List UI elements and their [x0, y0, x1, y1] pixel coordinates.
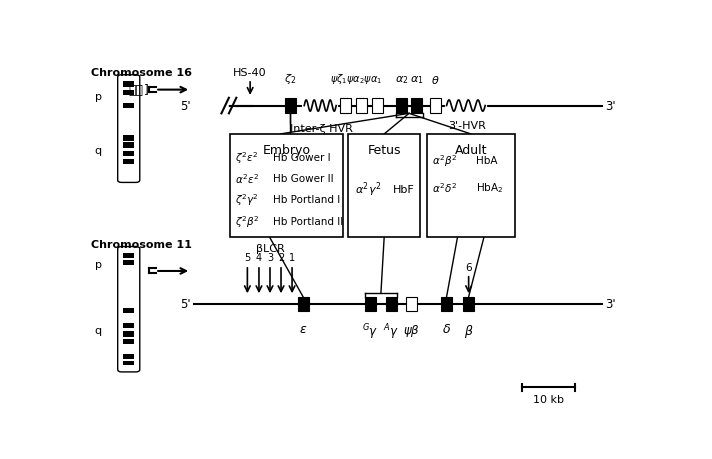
Text: $\varepsilon$: $\varepsilon$	[299, 322, 308, 335]
Text: $\zeta_2$: $\zeta_2$	[284, 72, 296, 86]
Text: HS-40: HS-40	[234, 68, 267, 78]
Text: 6: 6	[466, 263, 472, 273]
Text: $\delta$: $\delta$	[442, 322, 451, 335]
Text: $\alpha^2\varepsilon^2$: $\alpha^2\varepsilon^2$	[235, 172, 259, 185]
Text: Hb Portland I: Hb Portland I	[273, 195, 340, 205]
Text: 5: 5	[244, 252, 251, 263]
Text: Chromosome 16: Chromosome 16	[90, 67, 192, 78]
Bar	[123, 362, 135, 365]
Bar	[123, 323, 135, 329]
Text: HbF: HbF	[392, 185, 414, 194]
Bar	[121, 294, 137, 301]
Text: $\alpha^2\delta^2$: $\alpha^2\delta^2$	[432, 181, 457, 195]
Text: 3': 3'	[605, 100, 616, 113]
Text: $\psi\beta$: $\psi\beta$	[404, 322, 420, 338]
Text: ⎯⎯]: ⎯⎯]	[128, 84, 151, 97]
Text: Embryo: Embryo	[262, 143, 310, 157]
Text: 5': 5'	[180, 298, 191, 311]
Text: $\zeta^2\beta^2$: $\zeta^2\beta^2$	[235, 213, 260, 229]
Bar	[123, 253, 135, 258]
Text: Inter-ζ HVR: Inter-ζ HVR	[290, 124, 353, 134]
Bar	[123, 82, 135, 88]
Bar	[123, 331, 135, 337]
Text: Hb Portland II: Hb Portland II	[273, 216, 343, 226]
Bar	[230, 134, 343, 237]
Text: q: q	[95, 325, 102, 335]
Bar	[285, 99, 296, 113]
Bar	[123, 151, 135, 157]
Bar	[123, 160, 135, 165]
Text: $\alpha_1$: $\alpha_1$	[410, 74, 424, 86]
Text: $\alpha_2$: $\alpha_2$	[394, 74, 408, 86]
Bar	[123, 354, 135, 359]
Bar	[123, 339, 135, 345]
Text: 10 kb: 10 kb	[533, 394, 564, 403]
Text: HbA: HbA	[476, 156, 498, 166]
Text: Chromosome 11: Chromosome 11	[90, 240, 192, 250]
Text: 1: 1	[289, 252, 295, 263]
Text: 3': 3'	[605, 298, 616, 311]
Text: $\alpha^2\gamma^2$: $\alpha^2\gamma^2$	[355, 180, 381, 199]
Bar	[348, 134, 420, 237]
Bar	[123, 136, 135, 141]
Bar	[430, 99, 441, 113]
Bar	[340, 99, 351, 113]
Text: 3: 3	[267, 252, 273, 263]
Bar	[123, 143, 135, 148]
Bar	[412, 99, 422, 113]
Text: $\theta$: $\theta$	[431, 74, 440, 86]
Text: $\psi\zeta_1\psi\alpha_2\psi\alpha_1$: $\psi\zeta_1\psi\alpha_2\psi\alpha_1$	[330, 72, 382, 86]
Text: Adult: Adult	[454, 143, 487, 157]
Text: $\zeta^2\varepsilon^2$: $\zeta^2\varepsilon^2$	[235, 150, 258, 165]
Text: $\beta$: $\beta$	[464, 322, 473, 339]
Text: βLCR: βLCR	[256, 243, 284, 253]
FancyBboxPatch shape	[117, 76, 140, 183]
Text: p: p	[95, 259, 102, 269]
Bar	[396, 99, 407, 113]
Bar	[463, 297, 474, 311]
Text: $\alpha^2\beta^2$: $\alpha^2\beta^2$	[432, 153, 458, 169]
Text: $^A\gamma$: $^A\gamma$	[384, 322, 399, 341]
Bar	[372, 99, 382, 113]
FancyBboxPatch shape	[117, 247, 140, 372]
Text: 2: 2	[278, 252, 284, 263]
Text: 4: 4	[256, 252, 262, 263]
Bar	[298, 297, 308, 311]
Bar	[123, 308, 135, 314]
Bar	[365, 297, 376, 311]
Bar	[121, 120, 137, 128]
Bar	[407, 297, 417, 311]
Text: 5': 5'	[180, 100, 191, 113]
Bar	[386, 297, 397, 311]
Text: HbA$_2$: HbA$_2$	[476, 181, 504, 195]
Text: $^G\gamma$: $^G\gamma$	[362, 322, 379, 341]
Bar	[123, 90, 135, 95]
Text: Fetus: Fetus	[367, 143, 401, 157]
Text: Hb Gower II: Hb Gower II	[273, 174, 333, 184]
Bar	[356, 99, 367, 113]
Text: $\zeta^2\gamma^2$: $\zeta^2\gamma^2$	[235, 192, 259, 208]
Text: Hb Gower I: Hb Gower I	[273, 152, 330, 162]
Bar	[426, 134, 515, 237]
Text: q: q	[95, 146, 102, 156]
Text: p: p	[95, 91, 102, 101]
Text: 3'-HVR: 3'-HVR	[448, 120, 486, 130]
Bar	[441, 297, 452, 311]
Bar	[123, 104, 135, 109]
Bar	[123, 261, 135, 265]
